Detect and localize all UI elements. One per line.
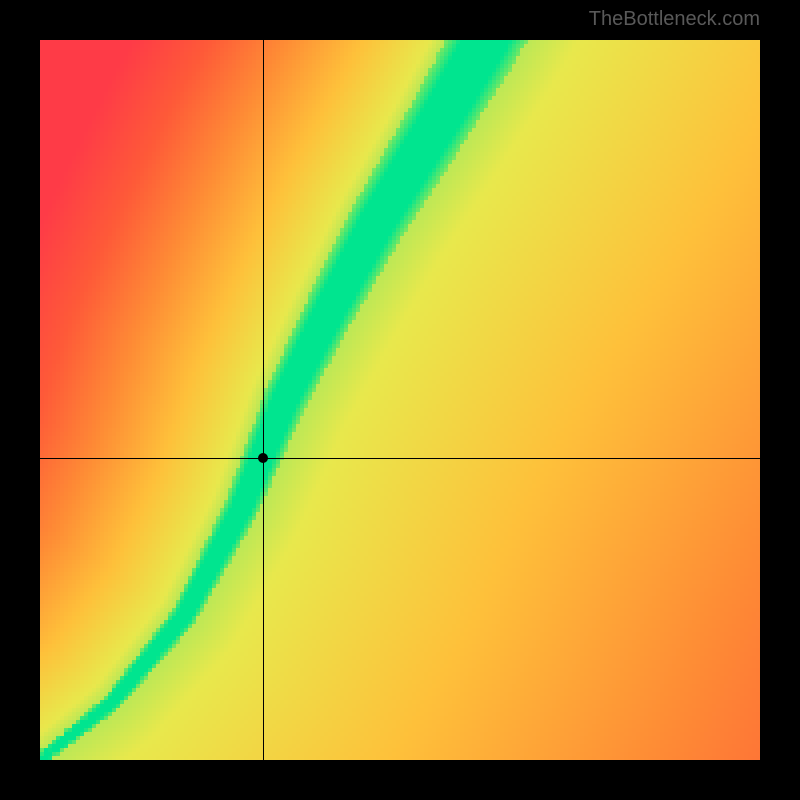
watermark-text: TheBottleneck.com — [589, 8, 760, 31]
crosshair-horizontal — [40, 458, 760, 459]
heatmap-canvas — [40, 40, 760, 760]
heatmap-plot — [40, 40, 760, 760]
crosshair-vertical — [263, 40, 264, 760]
marker-dot — [258, 453, 268, 463]
